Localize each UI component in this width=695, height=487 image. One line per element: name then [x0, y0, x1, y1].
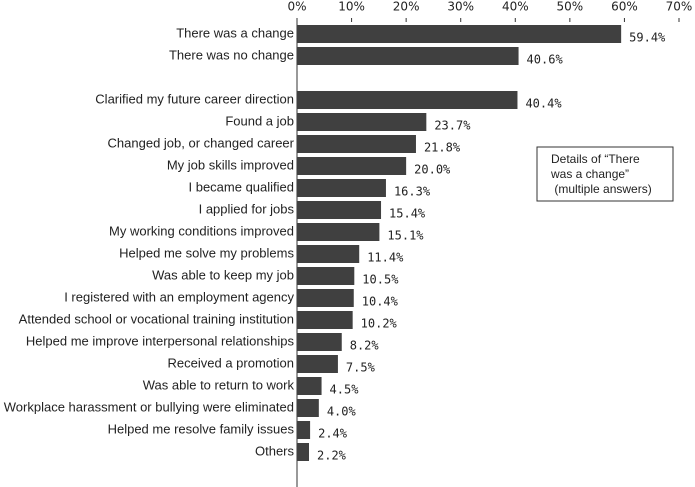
value-label: 15.4% — [389, 207, 426, 221]
y-tick-label: Was able to return to work — [143, 377, 295, 392]
y-tick-label: Changed job, or changed career — [108, 135, 295, 150]
y-tick-label: I registered with an employment agency — [64, 289, 294, 304]
annotation-text: was a change” — [550, 167, 629, 181]
annotation-text: Details of “There — [551, 152, 640, 166]
x-tick-label: 70% — [666, 0, 693, 14]
bar — [297, 289, 354, 307]
value-label: 10.4% — [362, 295, 399, 309]
y-tick-label: Received a promotion — [168, 355, 294, 370]
value-label: 15.1% — [387, 229, 424, 243]
bar — [297, 355, 338, 373]
annotation-text: (multiple answers) — [551, 182, 652, 196]
bar — [297, 267, 355, 285]
value-label: 10.2% — [361, 317, 398, 331]
y-tick-label: There was no change — [169, 47, 294, 62]
value-label: 16.3% — [394, 185, 431, 199]
y-tick-label: Found a job — [225, 113, 294, 128]
x-tick-label: 30% — [447, 0, 474, 14]
x-tick-label: 60% — [611, 0, 638, 14]
y-tick-label: Helped me solve my problems — [119, 245, 294, 260]
y-tick-label: My job skills improved — [167, 157, 294, 172]
y-tick-label: Workplace harassment or bullying were el… — [4, 399, 294, 414]
bar — [297, 399, 319, 417]
value-label: 59.4% — [629, 31, 666, 45]
bar — [297, 179, 386, 197]
value-label: 10.5% — [362, 273, 399, 287]
bar — [297, 311, 353, 329]
bar — [297, 333, 342, 351]
bar — [297, 223, 380, 241]
y-tick-label: I applied for jobs — [199, 201, 295, 216]
bar — [297, 421, 311, 439]
bar — [297, 157, 407, 175]
bar — [297, 135, 416, 153]
bar — [297, 91, 518, 109]
bar — [297, 443, 310, 461]
value-label: 2.4% — [318, 427, 348, 441]
y-tick-label: Others — [255, 443, 295, 458]
x-tick-label: 10% — [338, 0, 365, 14]
x-tick-label: 40% — [502, 0, 529, 14]
value-label: 23.7% — [434, 119, 471, 133]
y-tick-label: Attended school or vocational training i… — [19, 311, 294, 326]
value-label: 4.0% — [327, 405, 357, 419]
y-tick-label: Helped me improve interpersonal relation… — [26, 333, 295, 348]
y-tick-label: Clarified my future career direction — [95, 91, 294, 106]
bar — [297, 377, 322, 395]
annotation-box — [536, 146, 674, 202]
bar — [297, 47, 519, 65]
value-label: 40.6% — [527, 53, 564, 67]
y-tick-label: There was a change — [176, 25, 294, 40]
x-tick-label: 50% — [557, 0, 584, 14]
x-tick-label: 20% — [393, 0, 420, 14]
x-tick-label: 0% — [287, 0, 306, 14]
value-label: 7.5% — [346, 361, 376, 375]
bar — [297, 113, 427, 131]
bar — [297, 25, 622, 43]
value-label: 40.4% — [525, 97, 562, 111]
y-tick-label: Was able to keep my job — [152, 267, 294, 282]
value-label: 21.8% — [424, 141, 461, 155]
y-tick-label: I became qualified — [188, 179, 294, 194]
value-label: 11.4% — [367, 251, 404, 265]
value-label: 2.2% — [317, 449, 347, 463]
y-tick-label: Helped me resolve family issues — [108, 421, 295, 436]
value-label: 8.2% — [350, 339, 380, 353]
value-label: 20.0% — [414, 163, 451, 177]
bar — [297, 245, 360, 263]
value-label: 4.5% — [330, 383, 360, 397]
bar — [297, 201, 382, 219]
y-tick-label: My working conditions improved — [109, 223, 294, 238]
